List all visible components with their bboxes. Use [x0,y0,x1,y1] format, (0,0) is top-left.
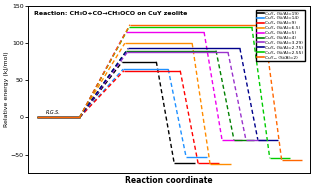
X-axis label: Reaction coordinate: Reaction coordinate [125,176,213,185]
Text: R.G.S.: R.G.S. [46,110,60,115]
Legend: CuY₁ (Si/Al=19), CuY₂ (Si/Al=14), CuY₃ (Si/Al=9), CuY₄ (Si/Al=6.5), CuY₅ (Si/Al=: CuY₁ (Si/Al=19), CuY₂ (Si/Al=14), CuY₃ (… [256,10,305,61]
Text: Reaction: CH₃O+CO→CH₃OCO on CuY zeolite: Reaction: CH₃O+CO→CH₃OCO on CuY zeolite [34,11,187,16]
Y-axis label: Relative energy (kJ/mol): Relative energy (kJ/mol) [4,52,9,127]
